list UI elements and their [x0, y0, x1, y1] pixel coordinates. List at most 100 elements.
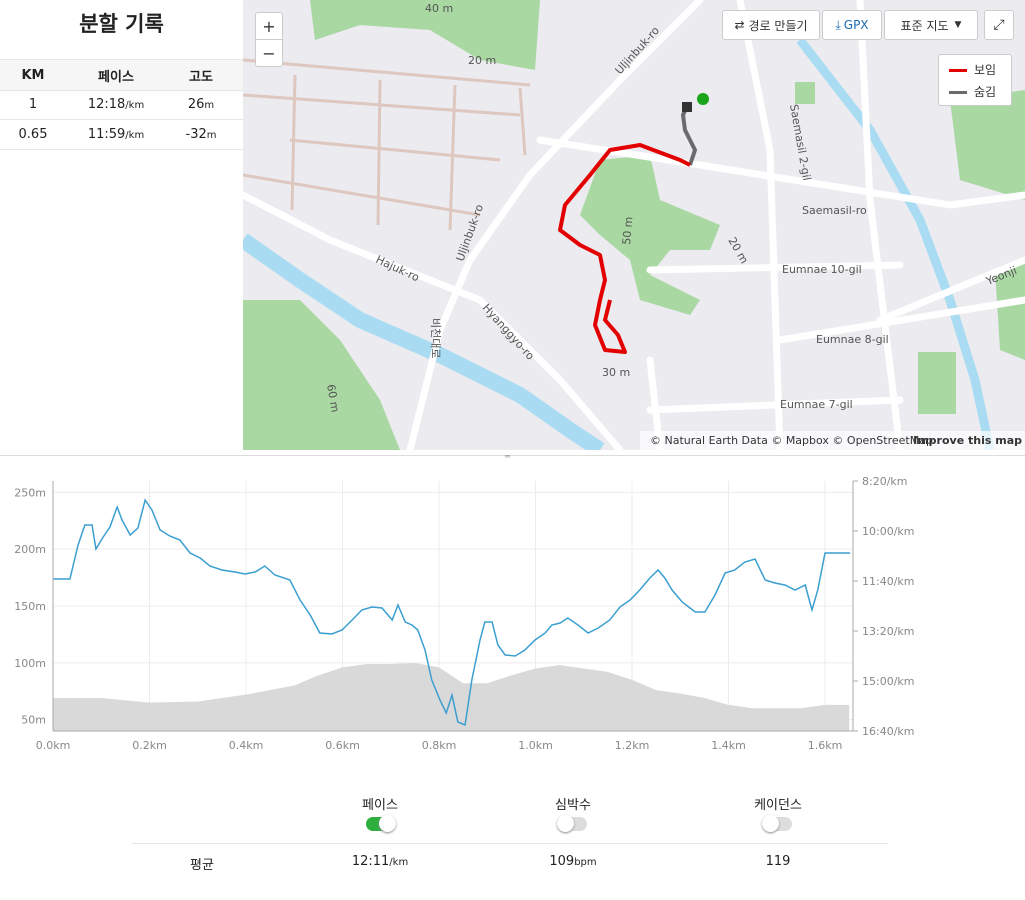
- map-label: 60 m: [324, 383, 342, 413]
- avg-value: 109: [549, 854, 575, 869]
- toggle-label: 심박수: [555, 798, 591, 813]
- map-label: Saemasil-ro: [802, 204, 867, 217]
- x-tick-label: 1.2km: [615, 739, 650, 752]
- finish-marker: [682, 102, 692, 112]
- map-label: 20 m: [468, 54, 496, 67]
- stats: 평균 페이스 심박수 케이던스 12:11/km 109bpm 119: [0, 780, 1025, 890]
- y2-tick-label: 13:20/km: [862, 625, 915, 638]
- rivers: [243, 37, 995, 450]
- toggle-knob: [762, 815, 779, 832]
- chart: 50m 100m 150m 200m 250m 0.0km 0.2km 0.4km 0.6km 0…: [14, 475, 915, 752]
- resize-handle[interactable]: ═: [505, 452, 510, 461]
- pace-line: [53, 498, 851, 727]
- avg-value: 119: [765, 854, 791, 869]
- style-label: 표준 지도: [900, 18, 949, 33]
- y2-tick-label: 15:00/km: [862, 675, 915, 688]
- toggle-label: 케이던스: [754, 798, 802, 813]
- splits-panel: 분할 기록 KM 페이스 고도 1 12:18/km 26m 0.65 11:59/km…: [0, 0, 243, 450]
- splits-header: KM 페이스 고도: [0, 59, 243, 91]
- roads: [243, 0, 1025, 450]
- header-cell: 페이스: [98, 69, 134, 85]
- avg-cell: 12:11/km: [320, 854, 440, 869]
- elev-unit: m: [206, 129, 217, 141]
- stats-rule: [132, 843, 888, 844]
- legend-label: 보임: [974, 62, 997, 77]
- x-tick-label: 0.6km: [325, 739, 360, 752]
- y2-tick-label: 10:00/km: [862, 525, 915, 538]
- legend-item[interactable]: 보임: [949, 61, 996, 78]
- pace-cell: 11:59/km: [66, 127, 166, 142]
- avg-unit: bpm: [574, 857, 597, 868]
- x-tick-label: 1.0km: [518, 739, 553, 752]
- x-tick-label: 0.4km: [229, 739, 264, 752]
- map[interactable]: 40 m 20 m Uljinbuk-ro Saemasil 2-gil Sae…: [243, 0, 1025, 450]
- minor-roads: [243, 58, 531, 231]
- toggle[interactable]: [557, 815, 587, 832]
- start-marker: [697, 93, 709, 105]
- divider: [0, 455, 1025, 456]
- map-legend: 보임 숨김: [938, 54, 1012, 106]
- x-tick-label: 1.6km: [808, 739, 843, 752]
- route-label: 경로 만들기: [748, 18, 808, 33]
- y-tick-label: 150m: [14, 600, 46, 613]
- avg-label: 평균: [190, 858, 214, 873]
- zoom-in[interactable]: +: [255, 12, 283, 40]
- avg-cell: 119: [718, 854, 838, 869]
- split-row: 0.65 11:59/km -32m: [0, 119, 243, 150]
- x-tick-label: 0.2km: [132, 739, 167, 752]
- pace-value: 12:18: [87, 96, 126, 112]
- y-tick-label: 50m: [21, 714, 46, 727]
- improve-link[interactable]: Improve this map: [913, 434, 1022, 447]
- toggle-label: 페이스: [362, 798, 398, 813]
- map-label: Eumnae 10-gil: [782, 263, 862, 276]
- toggle-knob: [557, 815, 574, 832]
- y2-tick-label: 16:40/km: [862, 725, 915, 738]
- gpx-label: GPX: [843, 18, 869, 32]
- avg-cell: 109bpm: [513, 854, 633, 869]
- map-label: 비천대로: [429, 318, 443, 358]
- pace-unit: /km: [125, 129, 145, 141]
- fullscreen[interactable]: ⤢: [984, 10, 1014, 40]
- style-button[interactable]: 표준 지도 ▼: [884, 10, 978, 40]
- map-label: 30 m: [602, 366, 630, 379]
- toggle[interactable]: [366, 815, 396, 832]
- y-tick-label: 200m: [14, 543, 46, 556]
- toggle[interactable]: [762, 815, 792, 832]
- y-tick-label: 100m: [14, 657, 46, 670]
- map-label: Eumnae 8-gil: [816, 333, 889, 346]
- split-row: 1 12:18/km 26m: [0, 89, 243, 120]
- attribution-bg: [640, 431, 1025, 450]
- elev-value: 26: [187, 96, 205, 112]
- x-tick-label: 1.4km: [711, 739, 746, 752]
- route-button[interactable]: ⇄ 경로 만들기: [722, 10, 820, 40]
- km-cell: 1: [28, 96, 38, 112]
- header-cell: KM: [21, 67, 45, 83]
- pace-cell: 12:18/km: [66, 97, 166, 112]
- route-visible: [558, 143, 691, 354]
- elev-cell: 26m: [166, 97, 236, 112]
- x-tick-label: 0.8km: [422, 739, 457, 752]
- gpx-button[interactable]: ⤓ GPX: [822, 10, 882, 40]
- splits-title: 분할 기록: [79, 12, 164, 36]
- pace-unit: /km: [125, 99, 145, 111]
- y2-tick-label: 8:20/km: [862, 475, 908, 488]
- header-cell: 고도: [189, 69, 213, 85]
- km-cell: 0.65: [18, 126, 48, 142]
- avg-unit: /km: [389, 857, 409, 868]
- legend-label: 숨김: [974, 84, 997, 99]
- map-label: 50 m: [620, 216, 635, 245]
- avg-value: 12:11: [351, 854, 390, 869]
- elev-value: -32: [185, 126, 207, 142]
- map-label: 40 m: [425, 2, 453, 15]
- y-tick-label: 250m: [14, 486, 46, 499]
- elev-cell: -32m: [166, 127, 236, 142]
- y2-tick-label: 11:40/km: [862, 575, 915, 588]
- attribution: © Natural Earth Data © Mapbox © OpenStre…: [650, 434, 933, 447]
- map-label: Eumnae 7-gil: [780, 398, 853, 411]
- x-tick-label: 0.0km: [36, 739, 71, 752]
- elev-unit: m: [204, 99, 215, 111]
- zoom-out[interactable]: −: [255, 39, 283, 67]
- toggle-knob: [379, 815, 396, 832]
- legend-item[interactable]: 숨김: [949, 83, 996, 100]
